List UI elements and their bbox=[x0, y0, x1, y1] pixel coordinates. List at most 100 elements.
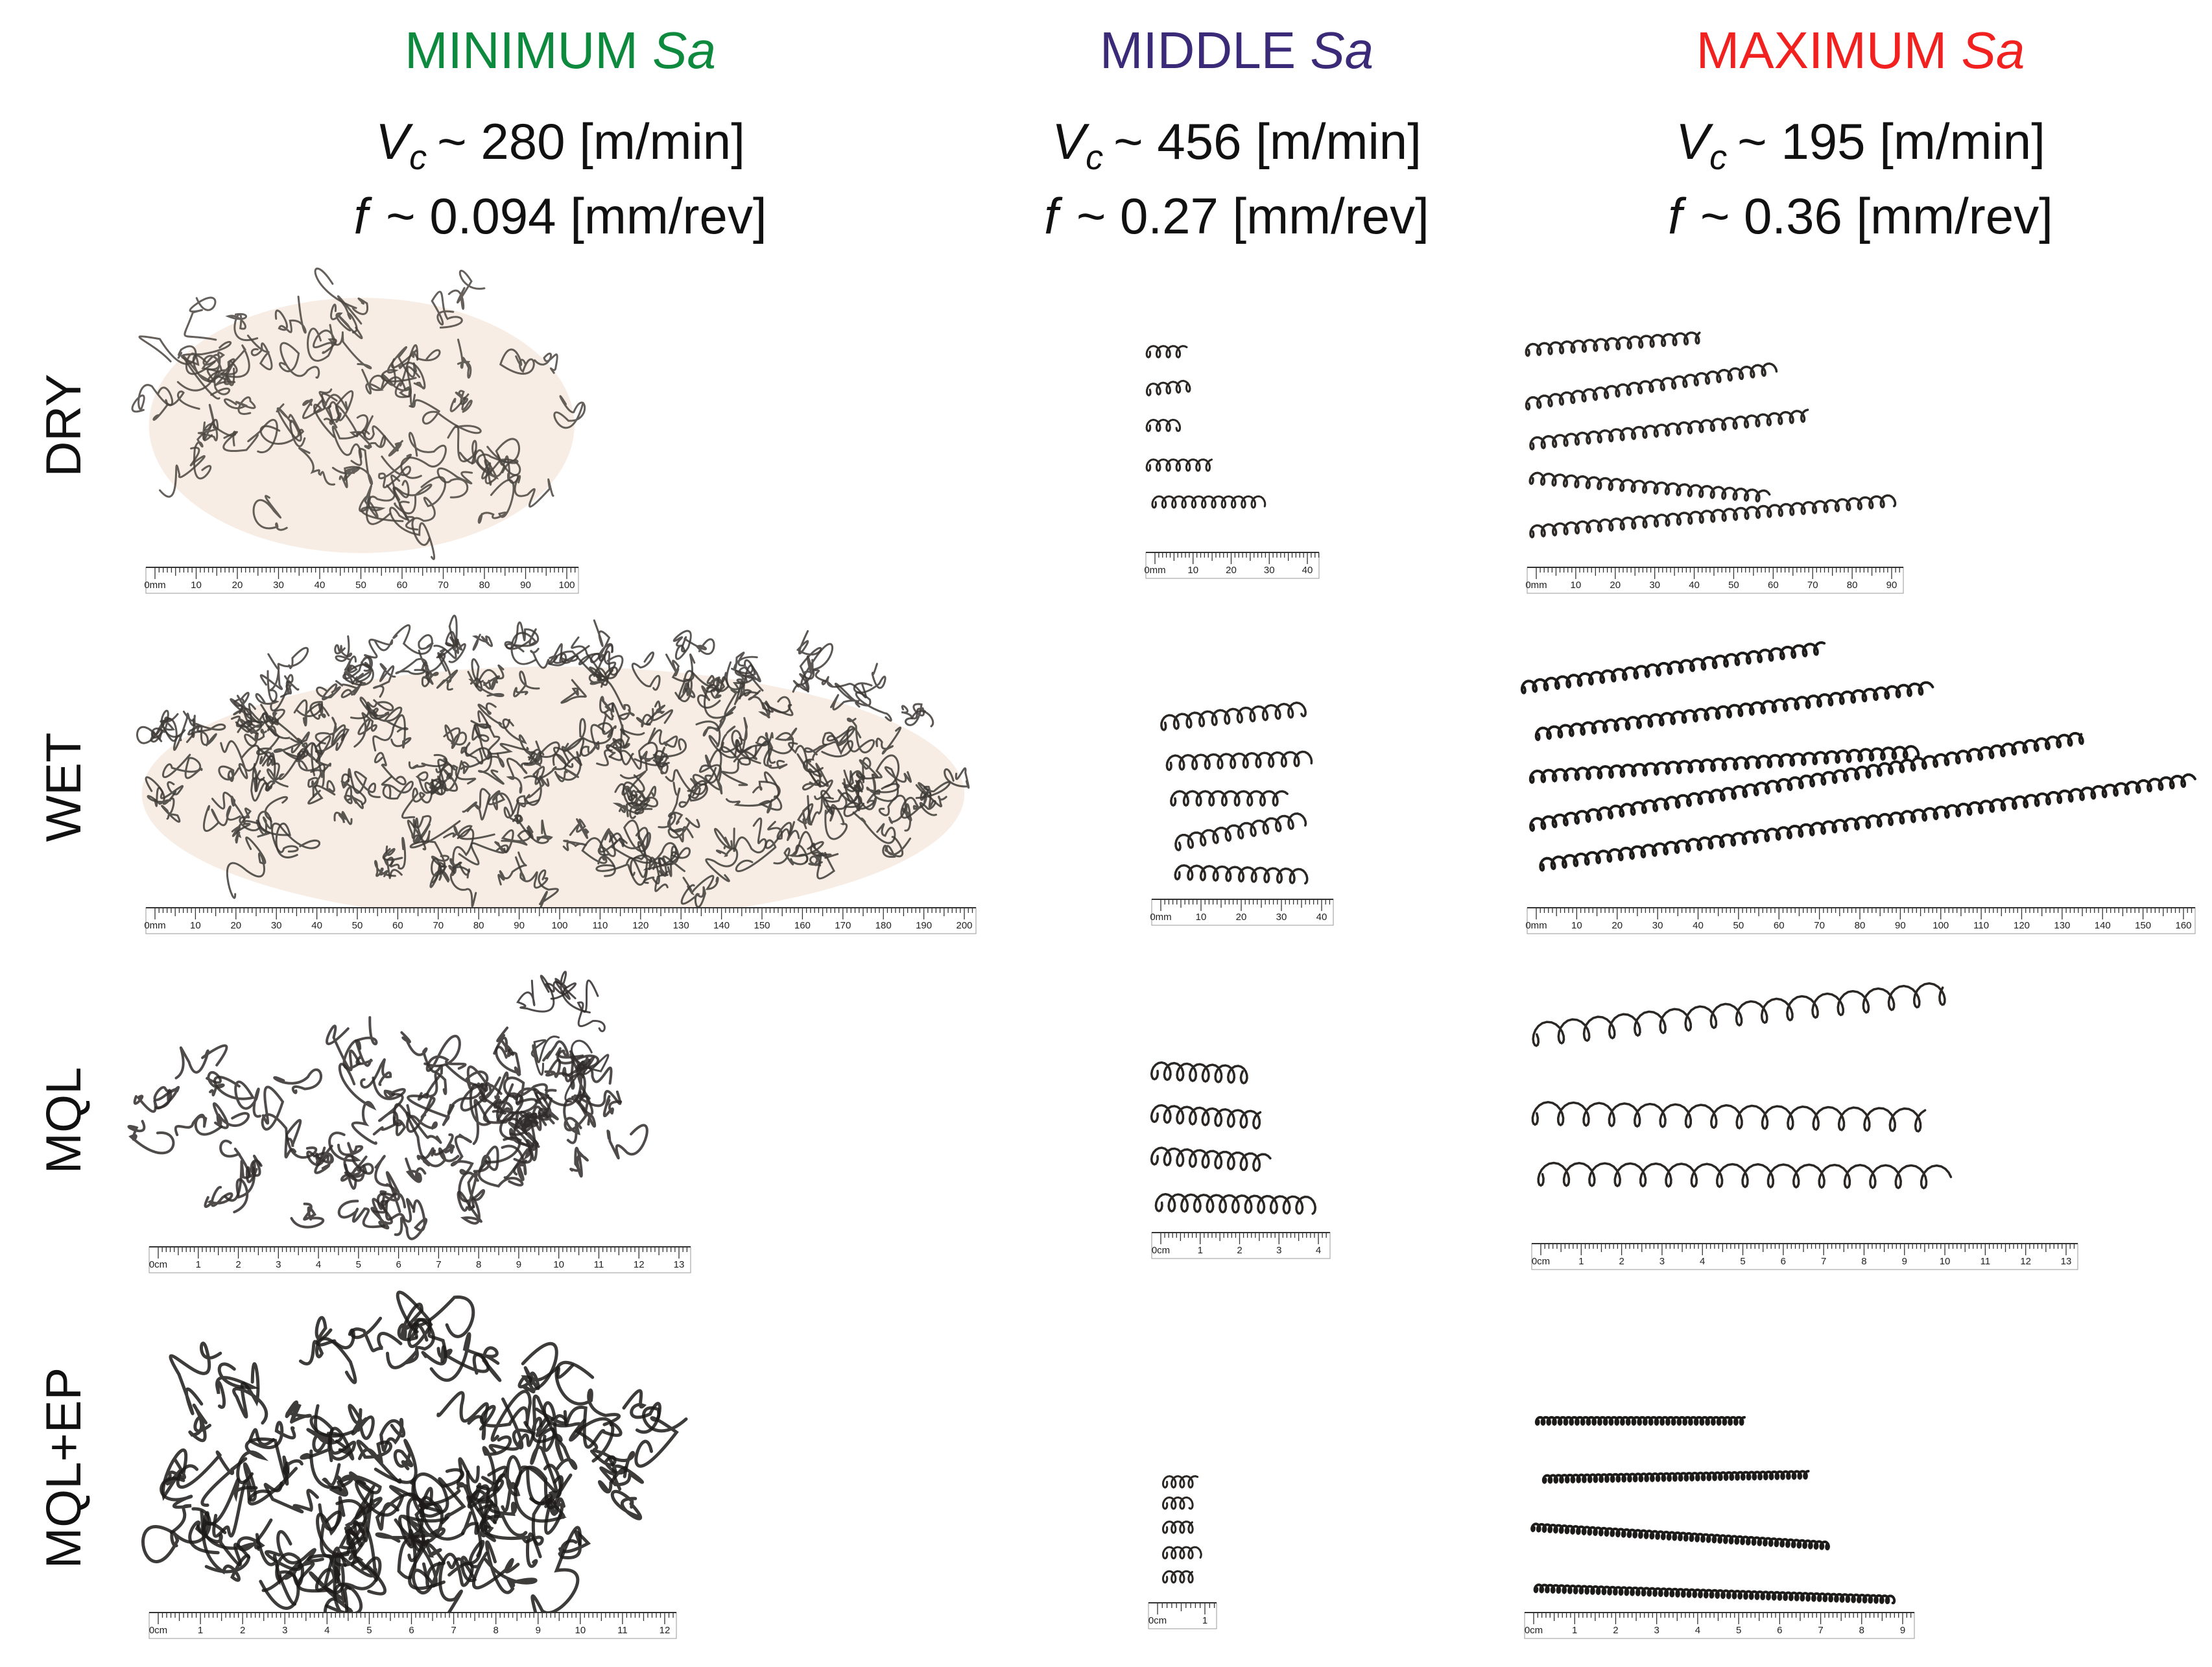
chip bbox=[1145, 458, 1213, 472]
chip bbox=[356, 1439, 402, 1484]
chip bbox=[874, 766, 912, 802]
ruler-label: 0mm bbox=[1525, 920, 1547, 931]
ruler-label: 60 bbox=[1768, 580, 1779, 591]
chip bbox=[1533, 1583, 1896, 1605]
chip bbox=[514, 475, 554, 508]
chip bbox=[366, 703, 390, 720]
chip bbox=[808, 855, 823, 867]
ruler-label: 4 bbox=[1316, 1245, 1321, 1256]
chip bbox=[235, 823, 251, 844]
ruler-label: 160 bbox=[2175, 920, 2191, 931]
chip bbox=[153, 1085, 180, 1109]
chip bbox=[499, 348, 535, 375]
chip bbox=[224, 358, 235, 386]
ruler-body bbox=[1145, 552, 1320, 579]
ruler-label: 12 bbox=[634, 1259, 645, 1270]
chip bbox=[445, 1064, 489, 1092]
chip bbox=[1161, 1546, 1202, 1560]
ruler-label: 10 bbox=[1571, 920, 1582, 931]
chip bbox=[856, 754, 899, 788]
chip bbox=[232, 1362, 268, 1425]
row-label: DRY bbox=[36, 373, 91, 477]
ruler-label: 140 bbox=[2095, 920, 2111, 931]
chip bbox=[360, 1058, 392, 1089]
chip bbox=[623, 781, 650, 820]
speed-symbol: V bbox=[1052, 113, 1090, 170]
chip bbox=[348, 1404, 375, 1440]
chip bbox=[364, 639, 394, 659]
chip bbox=[564, 1039, 610, 1103]
feed-rate: f ~ 0.27 [mm/rev] bbox=[1044, 187, 1429, 244]
column-name: MAXIMUM bbox=[1696, 21, 1947, 79]
chip bbox=[202, 805, 241, 833]
ruler-label: 1 bbox=[1198, 1245, 1203, 1256]
chip bbox=[534, 352, 558, 374]
chip bbox=[482, 1071, 528, 1135]
chip bbox=[378, 453, 412, 489]
chip bbox=[733, 817, 767, 854]
chip bbox=[465, 746, 505, 785]
chip bbox=[704, 676, 733, 719]
ruler-label: 2 bbox=[240, 1625, 245, 1636]
ruler-label: 7 bbox=[436, 1259, 441, 1270]
chip bbox=[222, 419, 278, 454]
chip bbox=[714, 827, 733, 850]
chip bbox=[230, 698, 253, 733]
chip bbox=[477, 479, 515, 524]
chip bbox=[763, 748, 788, 770]
chip bbox=[372, 1103, 411, 1136]
chip bbox=[1161, 1475, 1199, 1489]
chip bbox=[394, 344, 419, 407]
chip bbox=[473, 722, 492, 760]
column-title: MAXIMUM Sa bbox=[1696, 21, 2025, 79]
chip bbox=[482, 675, 501, 691]
chip bbox=[643, 857, 660, 884]
chip bbox=[392, 624, 434, 655]
speed-value: ~ 195 [m/min] bbox=[1737, 113, 2045, 170]
ruler-body bbox=[1531, 1243, 2078, 1270]
chip bbox=[553, 395, 586, 429]
chip bbox=[622, 1389, 661, 1434]
chip bbox=[1161, 1496, 1194, 1510]
chip bbox=[852, 811, 896, 844]
chip bbox=[274, 296, 307, 334]
chip bbox=[488, 1397, 536, 1454]
chip bbox=[493, 1026, 515, 1056]
ruler-label: 40 bbox=[1689, 580, 1700, 591]
chip bbox=[400, 432, 447, 479]
chip bbox=[458, 440, 506, 480]
chip bbox=[710, 672, 727, 699]
chip bbox=[197, 418, 219, 442]
chip bbox=[516, 975, 555, 1013]
chip bbox=[469, 1083, 506, 1145]
chip bbox=[248, 1421, 296, 1450]
chip bbox=[218, 765, 240, 783]
chip bbox=[193, 432, 213, 480]
ruler-label: 40 bbox=[315, 580, 326, 591]
chip bbox=[334, 644, 353, 657]
chip bbox=[381, 364, 421, 397]
chip bbox=[638, 742, 658, 771]
chip bbox=[1174, 812, 1307, 852]
chip bbox=[501, 829, 532, 854]
chip bbox=[606, 1124, 648, 1160]
chip bbox=[204, 1186, 233, 1208]
ruler-label: 30 bbox=[1649, 580, 1660, 591]
chip bbox=[720, 726, 761, 764]
chip bbox=[1160, 702, 1307, 731]
chip bbox=[196, 1478, 258, 1533]
ruler-label: 4 bbox=[1700, 1256, 1705, 1267]
chip bbox=[882, 836, 912, 858]
chip bbox=[477, 702, 510, 729]
chip bbox=[595, 841, 661, 879]
chip bbox=[532, 869, 559, 924]
ruler-label: 1 bbox=[196, 1259, 201, 1270]
ruler-label: 130 bbox=[673, 920, 689, 931]
chip bbox=[562, 840, 588, 851]
cutting-speed: Vc ~ 280 [m/min] bbox=[375, 113, 745, 177]
chip bbox=[1529, 408, 1809, 451]
chip bbox=[323, 1583, 353, 1622]
chip bbox=[458, 841, 509, 866]
chip bbox=[691, 672, 720, 691]
chip bbox=[878, 794, 907, 824]
